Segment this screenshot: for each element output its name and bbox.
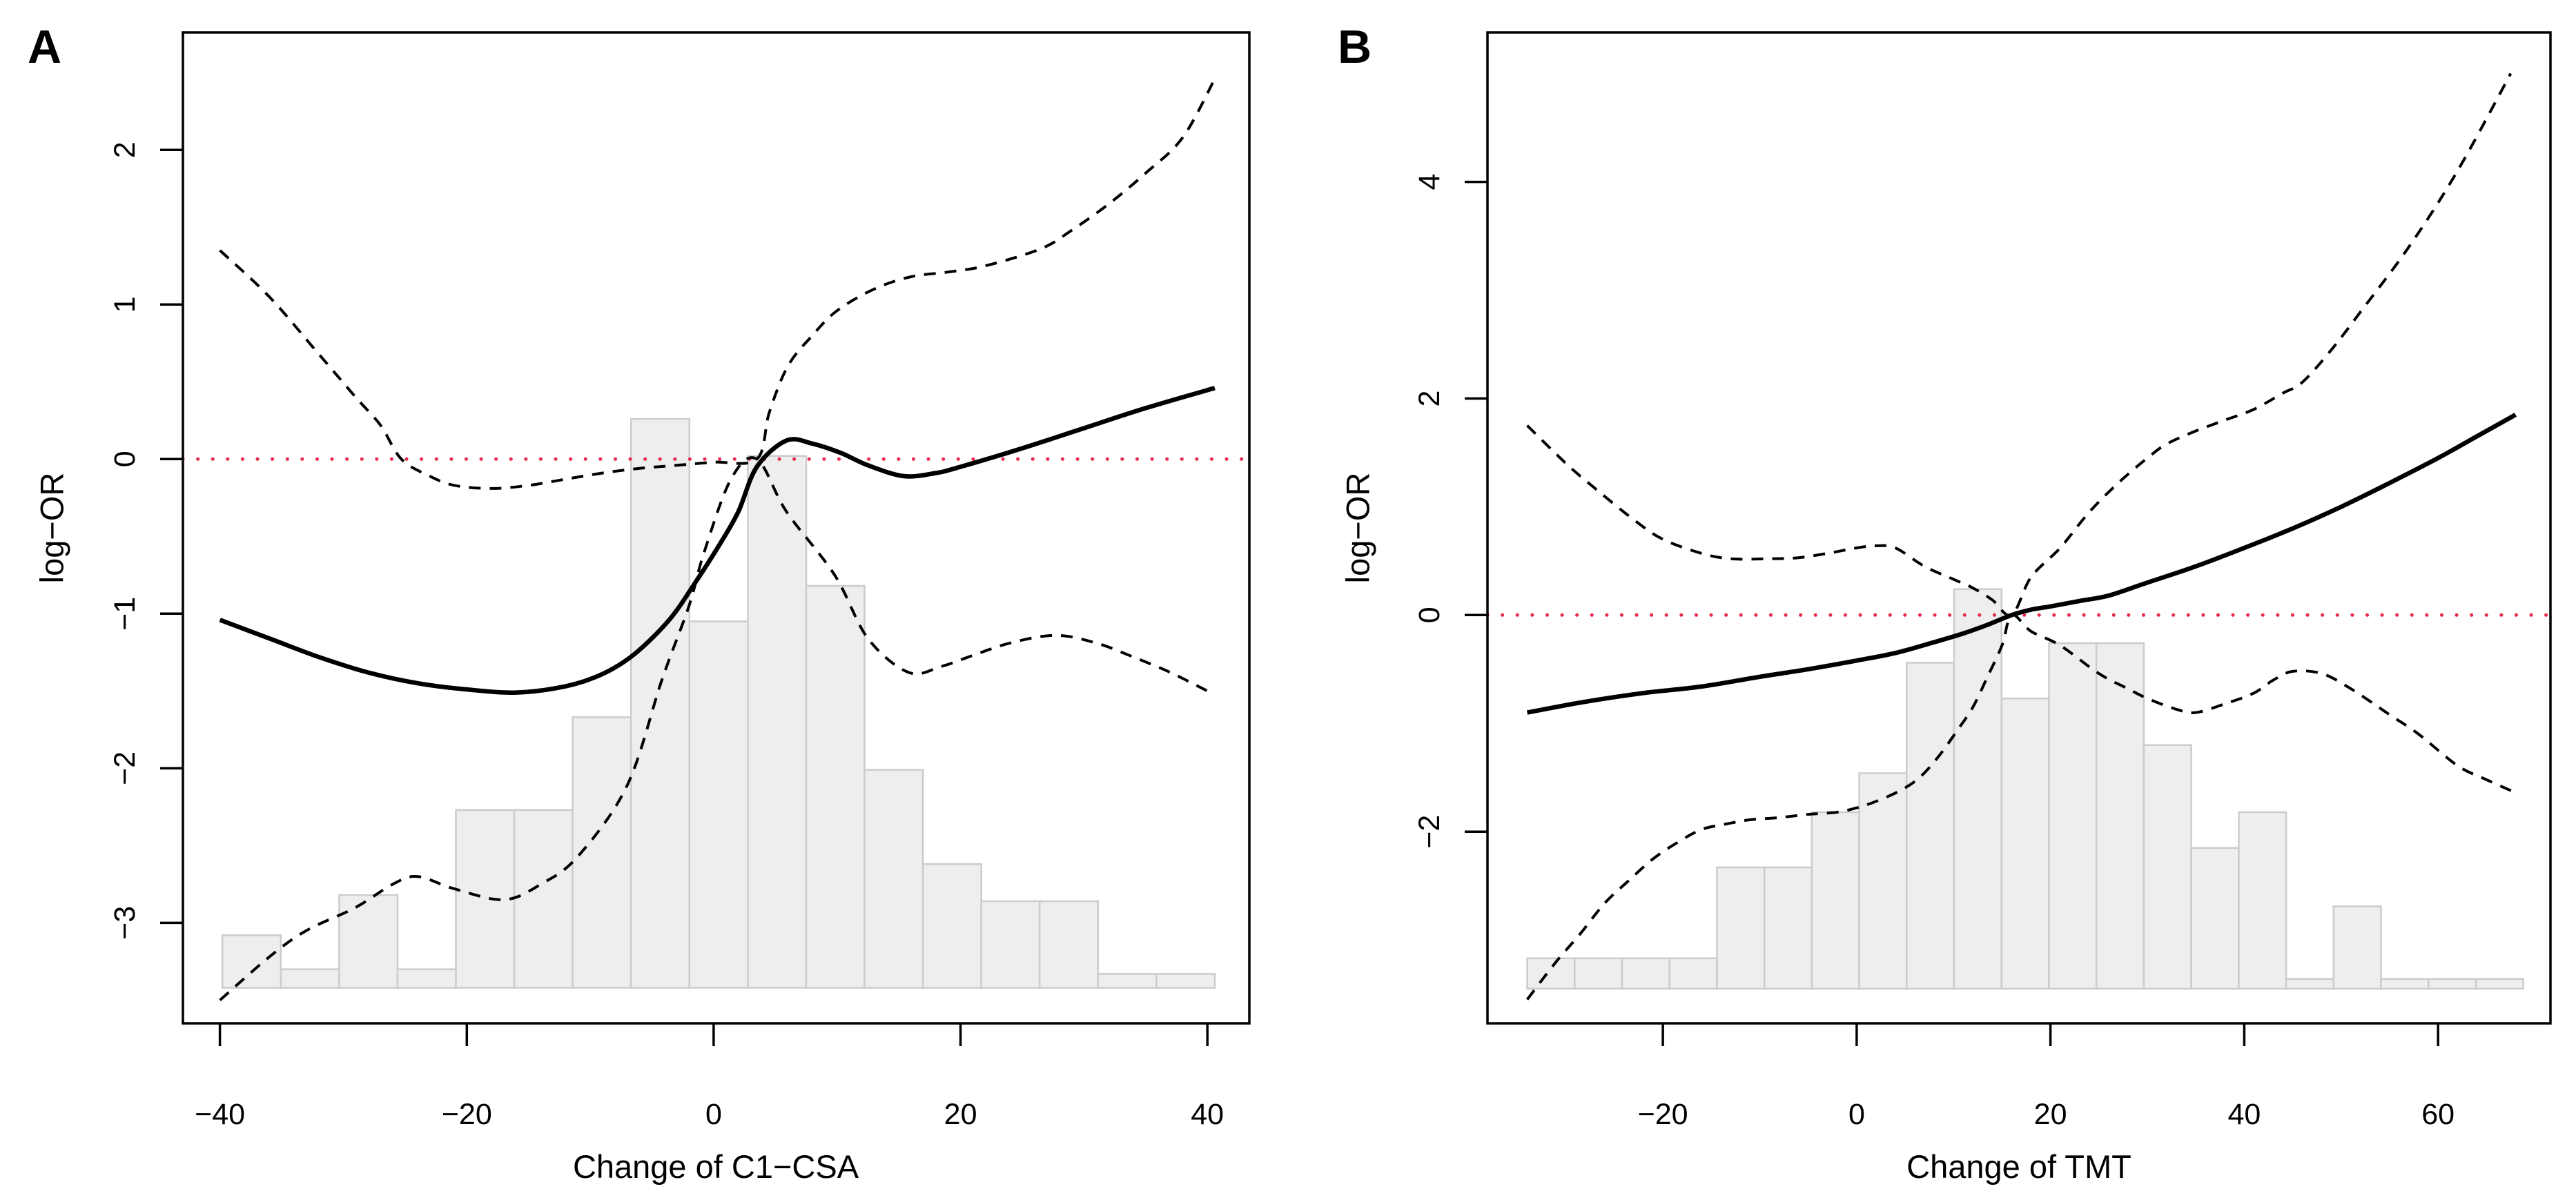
histogram-bar <box>1811 811 1860 990</box>
y-tick-label: 4 <box>1413 174 1446 190</box>
histogram-bar <box>221 934 282 989</box>
histogram-bar <box>1526 957 1576 990</box>
histogram-bar <box>630 417 691 989</box>
histogram-bar <box>2095 642 2145 990</box>
panel-a-x-axis-title: Change of C1−CSA <box>572 1148 859 1185</box>
histogram-bar <box>2238 811 2287 990</box>
histogram-bar <box>863 769 924 989</box>
histogram-bar <box>1763 866 1813 990</box>
x-tick-label: 40 <box>1191 1098 1224 1131</box>
histogram-bar <box>1906 662 1955 990</box>
panel-a-y-axis-title: log−OR <box>33 472 70 584</box>
x-tick-label: −40 <box>195 1098 245 1131</box>
y-tick-label: −2 <box>108 751 142 785</box>
histogram-bar <box>1155 973 1216 989</box>
histogram-bar <box>980 900 1041 989</box>
histogram-bar <box>1953 588 2002 990</box>
histogram-bar <box>1858 772 1908 990</box>
lower-95ci-curve <box>219 456 1209 1001</box>
histogram-bar <box>2285 978 2335 990</box>
y-tick-label: 0 <box>108 451 142 467</box>
y-tick-label: −1 <box>108 597 142 631</box>
histogram-bar <box>1668 957 1718 990</box>
histogram-bar <box>805 584 866 989</box>
x-tick-label: 20 <box>2034 1098 2067 1131</box>
upper-95ci-curve <box>219 78 1216 490</box>
histogram-bar <box>1621 957 1670 990</box>
x-tick-label: 20 <box>944 1098 977 1131</box>
x-tick-label: 40 <box>2227 1098 2261 1131</box>
panel-b-x-axis-title: Change of TMT <box>1906 1148 2131 1185</box>
histogram-bar <box>2475 978 2524 990</box>
histogram-bar <box>396 968 457 989</box>
histogram-bar <box>280 968 340 989</box>
histogram-bar <box>1097 973 1158 989</box>
plot-box <box>1486 31 2552 1025</box>
x-tick-label: −20 <box>1638 1098 1688 1131</box>
histogram-bar <box>2380 978 2430 990</box>
histogram-bar <box>2048 642 2098 990</box>
histogram <box>221 417 1216 989</box>
histogram-bar <box>688 620 749 989</box>
y-tick-label: −3 <box>108 906 142 940</box>
histogram-bar <box>2332 905 2382 990</box>
histogram-bar <box>455 809 516 989</box>
lower-95ci-curve <box>1525 613 2517 1001</box>
histogram-bar <box>921 863 982 989</box>
y-tick-label: 2 <box>108 141 142 158</box>
histogram-bar <box>2143 744 2192 990</box>
panel-b-y-axis-title: log−OR <box>1339 472 1376 584</box>
estimate-curve <box>219 386 1216 695</box>
panel-a-letter: A <box>28 21 62 73</box>
y-tick-label: 0 <box>1413 607 1446 623</box>
plot-box <box>182 31 1251 1025</box>
y-tick-label: 2 <box>1413 391 1446 407</box>
upper-95ci-curve <box>1526 72 2512 618</box>
y-tick-label: 1 <box>108 296 142 313</box>
x-tick-label: −20 <box>442 1098 492 1131</box>
histogram-bar <box>338 894 399 989</box>
panel-b-letter: B <box>1338 21 1372 73</box>
histogram-bar <box>2428 978 2477 990</box>
y-tick-label: −2 <box>1413 815 1446 849</box>
histogram <box>1526 588 2524 990</box>
histogram-bar <box>1716 866 1766 990</box>
x-tick-label: 60 <box>2421 1098 2455 1131</box>
histogram-bar <box>1574 957 1623 990</box>
histogram-bar <box>1038 900 1100 989</box>
histogram-bar <box>2190 847 2240 990</box>
panel-a: −40 −20 0 20 40 −3 −2 −1 0 1 2 <box>108 31 1251 1131</box>
x-tick-label: 0 <box>1848 1098 1865 1131</box>
histogram-bar <box>747 455 808 989</box>
x-tick-label: 0 <box>705 1098 722 1131</box>
estimate-curve <box>1526 413 2517 715</box>
histogram-bar <box>513 809 574 989</box>
histogram-bar <box>2000 697 2050 990</box>
